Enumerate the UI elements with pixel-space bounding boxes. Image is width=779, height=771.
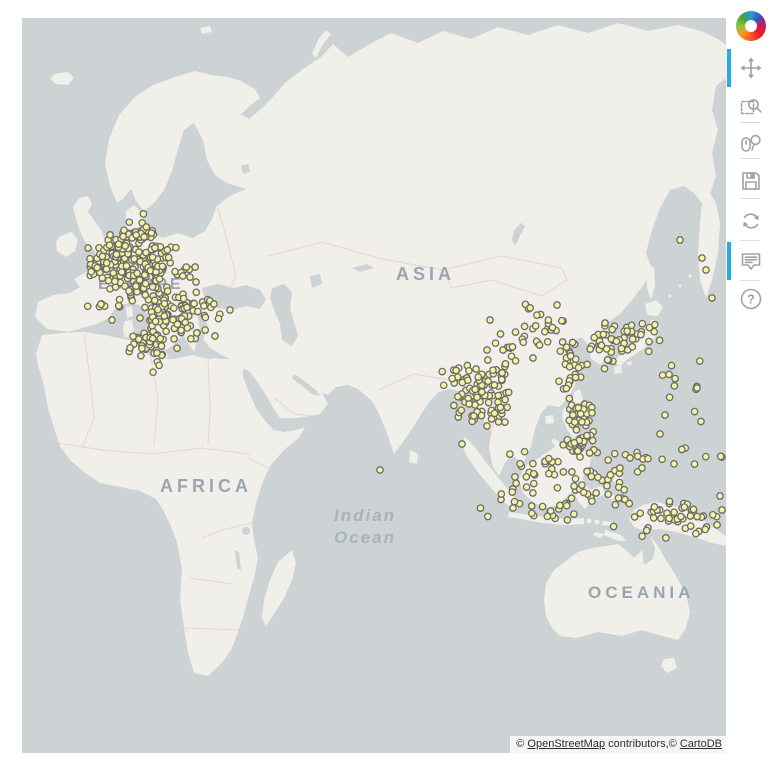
map-label-asia: ASIA (396, 264, 456, 284)
map-label-africa: AFRICA (160, 476, 252, 496)
pan-icon (740, 57, 762, 79)
basemap (35, 23, 726, 676)
box-zoom-icon (740, 99, 762, 115)
bokeh-toolbar: ? (727, 0, 779, 771)
attribution-copy1: © (516, 738, 528, 750)
hover-tool-button[interactable] (727, 242, 765, 280)
map-label-europe: EUROPE (98, 276, 184, 293)
cartodb-link[interactable]: CartoDB (679, 738, 722, 750)
save-icon (742, 172, 760, 190)
map-label-indian-ocean: Indian Ocean (334, 505, 396, 549)
save-tool-button[interactable] (737, 168, 765, 194)
toolbar-separator (740, 122, 760, 123)
toolbar-separator (740, 240, 760, 241)
toolbar-separator (740, 158, 760, 159)
reset-icon (743, 213, 759, 229)
attribution-middle: contributors,© (605, 738, 680, 750)
reset-tool-button[interactable] (737, 208, 765, 234)
svg-text:?: ? (747, 292, 755, 307)
map-plot[interactable]: EUROPE ASIA AFRICA OCEANIA Indian Ocean … (22, 18, 726, 753)
wheel-zoom-icon (741, 134, 761, 152)
openstreetmap-link[interactable]: OpenStreetMap (527, 738, 606, 750)
hover-icon (741, 253, 761, 270)
map-attribution: © OpenStreetMap contributors,© CartoDB (510, 736, 726, 753)
toolbar-separator (740, 198, 760, 199)
help-icon: ? (740, 288, 762, 310)
map-label-oceania: OCEANIA (588, 583, 695, 602)
wheel-zoom-tool-button[interactable] (737, 130, 765, 156)
pan-tool-button[interactable] (727, 49, 765, 87)
toolbar-separator (740, 280, 760, 281)
active-tool-bar (727, 242, 731, 280)
indian-ocean-line1: Indian (334, 506, 397, 525)
bokeh-logo[interactable] (736, 11, 766, 41)
help-tool-button[interactable]: ? (737, 286, 765, 312)
indian-ocean-line2: Ocean (334, 528, 396, 547)
active-tool-bar (727, 49, 731, 87)
box-zoom-tool-button[interactable] (737, 94, 765, 120)
